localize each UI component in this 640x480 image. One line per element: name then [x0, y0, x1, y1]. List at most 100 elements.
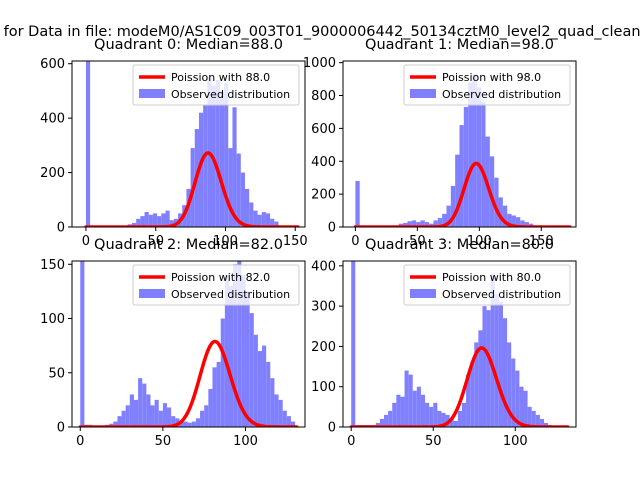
histogram-bar: [237, 261, 242, 427]
y-tick-label: 400: [311, 155, 336, 170]
legend-box: [132, 64, 300, 106]
y-tick-label: 0: [328, 421, 336, 436]
histogram-bar: [253, 210, 258, 227]
histogram-bar: [274, 221, 279, 227]
histogram-bar: [502, 318, 508, 427]
legend-hist-swatch: [139, 89, 165, 98]
y-tick-label: 0: [57, 221, 65, 236]
histogram-bar: [158, 410, 163, 427]
histogram-bar: [282, 410, 287, 427]
histogram-bar: [162, 403, 168, 427]
histogram-bar: [379, 418, 385, 427]
histogram-bar: [404, 370, 409, 427]
legend-hist-swatch: [139, 289, 165, 298]
histogram-bar: [420, 394, 426, 427]
histogram-bar: [455, 154, 460, 227]
histogram-bar: [490, 273, 495, 427]
histogram-bar: [416, 386, 421, 427]
histogram-bar: [187, 422, 192, 427]
histogram-bar: [195, 418, 201, 427]
histogram-bar: [274, 394, 279, 427]
histogram-bar: [531, 410, 536, 427]
histogram-bar: [441, 412, 446, 427]
histogram-bar: [408, 374, 413, 427]
y-tick-label: 0: [328, 221, 336, 236]
histogram-bar: [136, 218, 141, 227]
histogram-bar: [278, 399, 283, 427]
histogram-bar: [257, 214, 262, 227]
histogram-bar: [198, 112, 204, 227]
x-tick-label: 0: [351, 234, 359, 249]
histogram-bar: [461, 402, 467, 427]
histogram-bar: [433, 402, 438, 427]
histogram-bar: [253, 334, 258, 427]
histogram-bar: [535, 414, 540, 427]
histogram-bar: [290, 421, 296, 427]
histogram-bar: [161, 213, 166, 227]
histogram-bar: [146, 394, 151, 427]
legend-line-label: Poission with 98.0: [442, 71, 541, 84]
histogram-bar: [476, 87, 482, 227]
y-tick-label: 400: [40, 112, 65, 127]
legend-line-label: Poission with 80.0: [442, 271, 541, 284]
histogram-bar: [515, 370, 520, 427]
histogram-bar: [150, 405, 155, 427]
histogram-bar: [494, 294, 499, 427]
histogram-bar: [544, 422, 549, 427]
x-tick-label: 50: [409, 234, 426, 249]
histogram-bar: [511, 358, 516, 427]
figure-suptitle: Plot for Data in file: modeM0/AS1C09_003…: [0, 24, 640, 40]
histogram-bar: [131, 222, 137, 227]
y-tick-label: 200: [40, 166, 65, 181]
histogram-bar: [468, 82, 473, 227]
y-tick-label: 200: [311, 340, 336, 355]
histogram-bar: [129, 394, 134, 427]
histogram-bar: [489, 156, 495, 227]
legend-hist-label: Observed distribution: [171, 88, 290, 101]
subplot-title: Quadrant 0: Median=88.0: [94, 37, 283, 53]
histogram-bar: [270, 378, 275, 427]
poisson-curve: [353, 161, 572, 227]
histogram-bar: [446, 205, 451, 227]
histogram-bar: [286, 416, 291, 427]
y-tick-label: 100: [311, 380, 336, 395]
histogram-bar: [478, 330, 483, 427]
subplot-title: Quadrant 1: Median=98.0: [365, 37, 554, 53]
histogram-bar: [270, 218, 275, 227]
histogram-bar: [524, 222, 529, 227]
histogram-bar: [261, 212, 266, 227]
histogram-bar: [179, 420, 184, 427]
histogram-bar: [498, 197, 503, 227]
histogram-bar: [144, 212, 149, 227]
histogram-bar: [216, 361, 221, 427]
histogram-bar: [429, 406, 434, 427]
histogram-bar: [375, 422, 380, 427]
histogram-bar: [148, 214, 153, 227]
legend-hist-swatch: [410, 289, 436, 298]
legend-hist-swatch: [410, 89, 436, 98]
histogram-bar: [396, 394, 401, 427]
histogram-bar: [472, 74, 477, 227]
axes-frame: [71, 260, 306, 428]
histogram-bar: [249, 313, 254, 427]
histogram-bar: [450, 185, 456, 227]
histogram-bar: [494, 177, 499, 227]
histogram-bar: [411, 220, 417, 227]
y-tick-label: 50: [48, 366, 65, 381]
x-tick-label: 50: [425, 434, 442, 449]
panels: 0 50 100 150 0 200 400 600 Quadrant 0: Median=88…: [40, 37, 577, 449]
histogram-bar: [482, 306, 487, 427]
histogram-bar: [200, 410, 205, 427]
x-tick-label: 0: [82, 234, 90, 249]
x-tick-label: 50: [147, 234, 164, 249]
x-tick-label: 150: [529, 234, 554, 249]
histogram-bar: [466, 374, 471, 427]
histogram-bar: [463, 107, 469, 227]
histogram-bar: [208, 389, 213, 427]
histogram-bar: [403, 222, 408, 227]
histogram-bar: [384, 414, 389, 427]
chart-panel-3: 0 50 100 0 100 200 300 400 Quadrant 3: Median=80…: [311, 237, 577, 449]
histogram-bar: [507, 342, 512, 427]
histogram-bar: [442, 213, 447, 227]
